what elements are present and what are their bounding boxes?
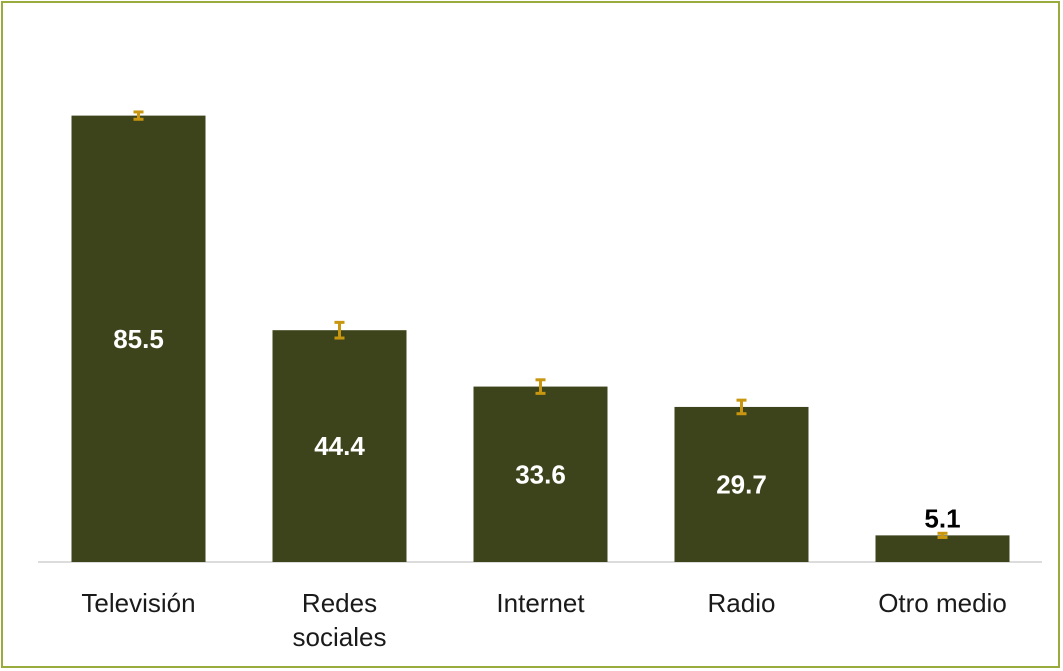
error-bar (736, 398, 747, 416)
bar (272, 330, 407, 562)
data-label: 29.7 (716, 469, 767, 499)
bar (473, 386, 608, 562)
category-labels-layer: Televisión Redes sociales Internet Radio Otro… (81, 588, 1006, 652)
bar (674, 406, 809, 562)
category-label-line: Redes (302, 588, 377, 618)
category-label: Internet (496, 588, 585, 618)
bar (875, 535, 1010, 562)
data-label: 85.5 (113, 324, 164, 354)
category-label-line: Radio (708, 588, 776, 618)
bars-layer (71, 115, 1010, 562)
category-label: Otro medio (878, 588, 1007, 618)
category-label: Redes sociales (293, 588, 387, 652)
data-label: 33.6 (515, 459, 566, 489)
category-label-line: Televisión (81, 588, 195, 618)
category-label-line: sociales (293, 622, 387, 652)
error-bars-layer (133, 110, 948, 539)
data-label: 5.1 (924, 503, 960, 533)
category-label: Televisión (81, 588, 195, 618)
bar (71, 115, 206, 562)
category-label: Radio (708, 588, 776, 618)
error-bar (334, 320, 345, 340)
category-label-line: Internet (496, 588, 585, 618)
category-label-line: Otro medio (878, 588, 1007, 618)
data-label: 44.4 (314, 431, 365, 461)
value-labels-layer: 85.5 44.4 33.6 29.7 5.1 (113, 324, 960, 534)
error-bar (937, 531, 948, 539)
error-bar (133, 110, 144, 121)
error-bar (535, 378, 546, 395)
